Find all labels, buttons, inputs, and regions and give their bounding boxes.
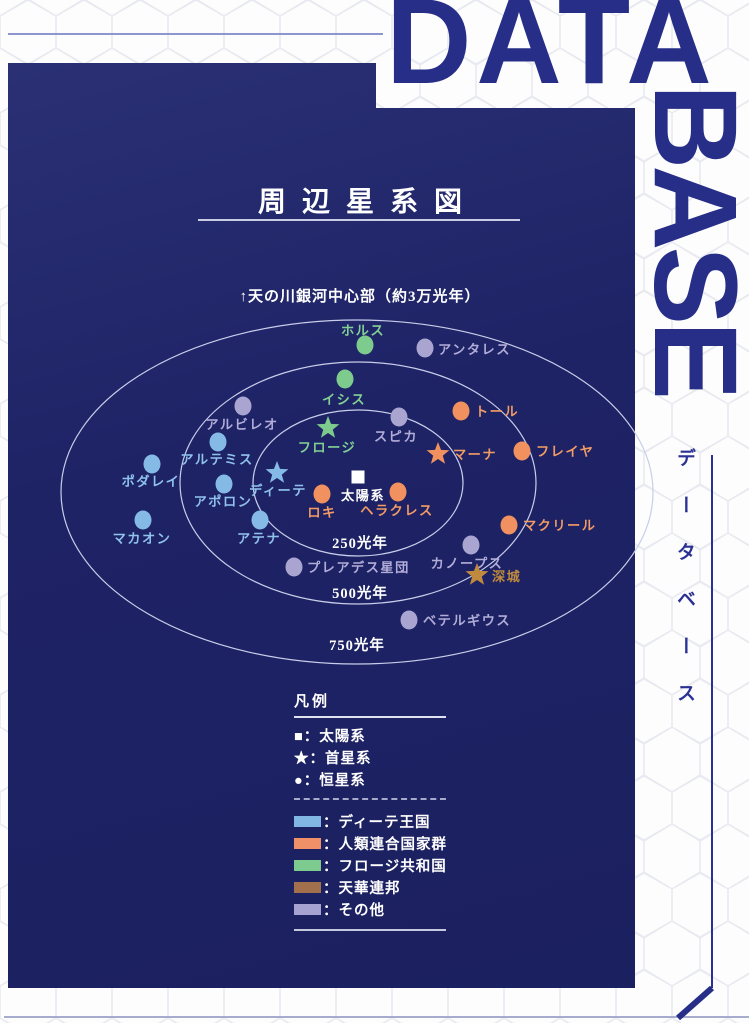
title-underline [198, 219, 520, 221]
legend-faction-item: ：その他 [294, 898, 446, 920]
faction-color-swatch [294, 903, 321, 915]
faction-color-swatch [294, 815, 321, 827]
faction-label: ：その他 [323, 902, 385, 919]
legend-faction-item: ：フロージ共和国 [294, 854, 446, 876]
legend-dashed-divider [294, 798, 446, 800]
bottom-divider-line [4, 1016, 749, 1018]
legend-faction-item: ：天華連邦 [294, 876, 446, 898]
wordmark-data: DATA [386, 0, 717, 109]
faction-color-swatch [294, 881, 321, 893]
legend-symbol-item: ●：恒星系 [294, 773, 366, 789]
faction-color-swatch [294, 837, 321, 849]
legend-underline [294, 716, 446, 718]
legend-faction-item: ：ディーテ王国 [294, 810, 446, 832]
legend-title: 凡例 [294, 694, 331, 710]
faction-label: ：人類連合国家群 [323, 836, 447, 853]
legend: 凡例 ■：太陽系 ★：首星系 ●：恒星系 ：ディーテ王国 ：人類連合国家群 ：フロージ共… [294, 690, 446, 931]
legend-faction-item: ：人類連合国家群 [294, 832, 446, 854]
database-vertical-label: データベース [674, 448, 695, 730]
wordmark-base-vertical: BASE [629, 84, 749, 396]
legend-symbol-item: ★：首星系 [294, 751, 372, 767]
faction-label: ：ディーテ王国 [323, 814, 431, 831]
page-title: 周辺星系図 [257, 187, 478, 218]
right-vertical-line [711, 455, 713, 988]
faction-label: ：フロージ共和国 [323, 858, 447, 875]
legend-faction-list: ：ディーテ王国 ：人類連合国家群 ：フロージ共和国 ：天華連邦 ：その他 [294, 810, 446, 920]
legend-bottom-line [294, 929, 446, 931]
corner-diagonal-stroke [676, 985, 714, 1021]
legend-symbol-list: ■：太陽系 ★：首星系 ●：恒星系 [294, 726, 446, 792]
legend-symbol-item: ■：太陽系 [294, 729, 366, 745]
galaxy-center-note: ↑天の川銀河中心部（約3万光年） [239, 289, 481, 305]
top-divider-line [8, 33, 383, 35]
faction-color-swatch [294, 859, 321, 871]
faction-label: ：天華連邦 [323, 880, 401, 897]
